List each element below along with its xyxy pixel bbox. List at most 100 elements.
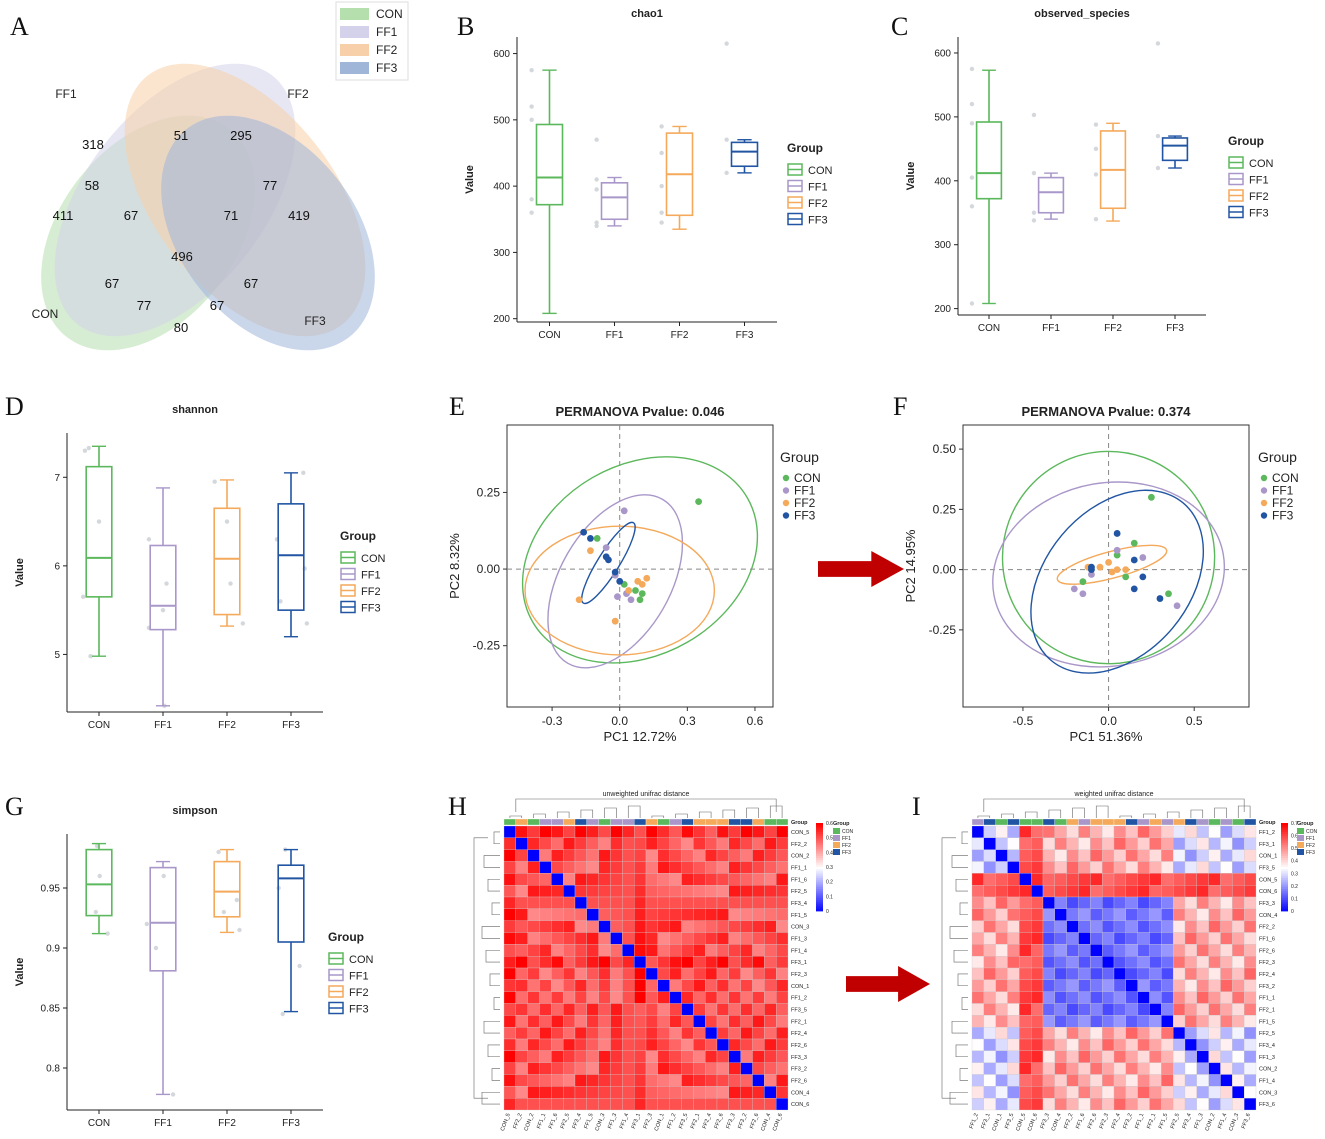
data-point xyxy=(170,1092,176,1097)
heatmap-cell xyxy=(1196,1050,1209,1063)
heatmap-cell xyxy=(1019,1086,1032,1099)
heatmap-cell xyxy=(669,932,682,945)
venn-legend-key-ff1 xyxy=(340,26,369,38)
color-scale-segment xyxy=(816,906,823,910)
heatmap-cell xyxy=(776,896,789,909)
heatmap-cell xyxy=(539,1050,552,1063)
heatmap-cell xyxy=(776,1050,789,1063)
point-ff3 xyxy=(1130,585,1138,593)
y-axis-label: PC2 8.32% xyxy=(447,533,462,599)
heatmap-cell xyxy=(1173,1050,1186,1063)
legend-label-ff2: FF2 xyxy=(794,496,816,510)
venn-legend-key-ff2 xyxy=(340,44,369,56)
heatmap-cell xyxy=(1031,908,1044,921)
heatmap-cell xyxy=(728,825,741,838)
heatmap-cell xyxy=(1220,873,1233,886)
point-ff1 xyxy=(1139,554,1147,561)
group-annotation-cell xyxy=(1208,818,1221,826)
point-ff3 xyxy=(1139,573,1147,581)
heatmap-cell xyxy=(551,967,564,980)
heatmap-cell xyxy=(995,967,1008,980)
heatmap-cell xyxy=(1078,1086,1091,1099)
heatmap-cell xyxy=(563,1015,576,1028)
heatmap-cell xyxy=(728,1086,741,1099)
column-label: FF2_5 xyxy=(1170,1113,1181,1130)
heatmap-cell xyxy=(1244,967,1257,980)
data-point xyxy=(529,210,534,215)
color-scale-segment xyxy=(816,895,823,899)
group-annotation-cell xyxy=(657,818,670,826)
heatmap-cell xyxy=(716,1086,729,1099)
heatmap-cell xyxy=(1078,1098,1091,1111)
color-scale-segment xyxy=(816,845,823,848)
heatmap-cell xyxy=(1220,956,1233,969)
heatmap-cell xyxy=(1113,979,1126,992)
heatmap-cell xyxy=(527,956,540,969)
group-annotation-cell xyxy=(1031,818,1044,826)
heatmap-cell xyxy=(1220,932,1233,945)
dendrogram-branch xyxy=(493,997,500,1010)
heatmap-cell xyxy=(971,1050,984,1063)
heatmap-cell xyxy=(1042,1027,1055,1040)
heatmap-cell xyxy=(1031,932,1044,945)
y-tick-label: 200 xyxy=(493,314,510,325)
heatmap-cell xyxy=(634,896,647,909)
column-label: CON_2 xyxy=(524,1113,536,1132)
heatmap-cell xyxy=(586,932,599,945)
heatmap-cell xyxy=(776,908,789,921)
heatmap-cell xyxy=(1113,991,1126,1004)
heatmap-cell xyxy=(1184,1027,1197,1040)
row-label: FF3_6 xyxy=(1259,1102,1275,1108)
heatmap-cell xyxy=(764,1015,777,1028)
heatmap-cell xyxy=(1019,979,1032,992)
heatmap-cell xyxy=(1208,861,1221,874)
heatmap-cell xyxy=(1161,944,1174,957)
x-tick-label-ff2: FF2 xyxy=(671,330,689,341)
heatmap-cell xyxy=(622,967,635,980)
heatmap-cell xyxy=(503,896,516,909)
heatmap-cell xyxy=(1113,1098,1126,1111)
column-label: CON_6 xyxy=(772,1113,784,1132)
color-scale-tick-label: 0.5 xyxy=(826,836,833,842)
heatmap-cell xyxy=(1232,956,1245,969)
heatmap-cell xyxy=(1244,944,1257,957)
heatmap-cell xyxy=(598,825,611,838)
column-label: FF1_5 xyxy=(1158,1113,1169,1130)
point-ff2 xyxy=(1122,566,1130,574)
heatmap-cell xyxy=(574,885,587,898)
heatmap-cell xyxy=(1161,908,1174,921)
heatmap-cell xyxy=(681,885,694,898)
heatmap-cell xyxy=(705,849,718,862)
color-scale-segment xyxy=(1281,858,1288,861)
data-point xyxy=(529,197,534,202)
heatmap-cell xyxy=(693,837,706,850)
heatmap-cell xyxy=(681,1050,694,1063)
heatmap-cell xyxy=(1078,825,1091,838)
heatmap-cell xyxy=(1102,1062,1115,1075)
heatmap-cell xyxy=(527,861,540,874)
heatmap-cell xyxy=(776,1086,789,1099)
heatmap-cell xyxy=(645,885,658,898)
heatmap-cell xyxy=(1244,1098,1257,1111)
heatmap-cell xyxy=(657,1038,670,1051)
heatmap-cell xyxy=(1149,885,1162,898)
heatmap-cell xyxy=(1125,991,1138,1004)
heatmap-cell xyxy=(657,967,670,980)
heatmap-cell xyxy=(1244,1086,1257,1099)
heatmap-cell xyxy=(1066,1038,1079,1051)
heatmap-cell xyxy=(586,1015,599,1028)
heatmap-cell xyxy=(574,825,587,838)
heatmap-cell xyxy=(598,944,611,957)
heatmap-cell xyxy=(681,932,694,945)
point-ff1 xyxy=(627,596,635,604)
heatmap-cell xyxy=(503,1003,516,1016)
heatmap-cell xyxy=(1232,849,1245,862)
x-tick-label-con: CON xyxy=(88,1118,110,1129)
heatmap-cell xyxy=(610,920,623,933)
panel-letter-h: H xyxy=(448,792,467,821)
data-point xyxy=(969,301,975,306)
heatmap-cell xyxy=(1090,885,1103,898)
heatmap-cell xyxy=(1173,1027,1186,1040)
group-annotation-cell xyxy=(1161,818,1174,826)
